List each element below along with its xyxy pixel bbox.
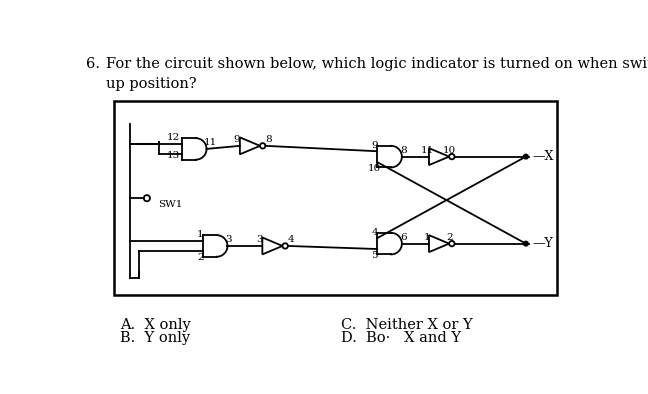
- Text: 4: 4: [288, 235, 294, 244]
- Text: 5: 5: [371, 251, 378, 260]
- Text: 9: 9: [371, 141, 378, 150]
- Text: SW1: SW1: [157, 200, 182, 209]
- Text: 4: 4: [371, 228, 378, 236]
- Text: 1: 1: [197, 230, 203, 239]
- Text: A.  X only: A. X only: [120, 318, 191, 332]
- Text: 10: 10: [443, 146, 457, 155]
- Text: 8: 8: [265, 135, 272, 144]
- Text: 2: 2: [446, 233, 453, 242]
- Bar: [113, 101, 557, 295]
- Text: 3: 3: [226, 235, 233, 244]
- Text: D.  Bo·   X and Y: D. Bo· X and Y: [341, 331, 461, 345]
- Text: 3: 3: [257, 235, 263, 244]
- Circle shape: [524, 241, 528, 246]
- Text: 1: 1: [424, 233, 431, 242]
- Text: B.  Y only: B. Y only: [120, 331, 190, 345]
- Text: C.  Neither X or Y: C. Neither X or Y: [341, 318, 472, 332]
- Text: —Y: —Y: [532, 237, 553, 250]
- Text: 12: 12: [167, 133, 180, 142]
- Text: For the circuit shown below, which logic indicator is turned on when switch 1 is: For the circuit shown below, which logic…: [106, 56, 648, 91]
- Text: 2: 2: [197, 253, 203, 262]
- Text: 10: 10: [368, 164, 382, 173]
- Text: 11: 11: [421, 146, 434, 155]
- Text: 8: 8: [400, 146, 407, 155]
- Text: 6: 6: [400, 233, 407, 242]
- Text: —X: —X: [532, 150, 553, 163]
- Text: 13: 13: [167, 151, 180, 160]
- Text: 9: 9: [233, 135, 240, 144]
- Circle shape: [524, 154, 528, 159]
- Text: 6.: 6.: [86, 56, 100, 71]
- Text: 11: 11: [204, 138, 217, 147]
